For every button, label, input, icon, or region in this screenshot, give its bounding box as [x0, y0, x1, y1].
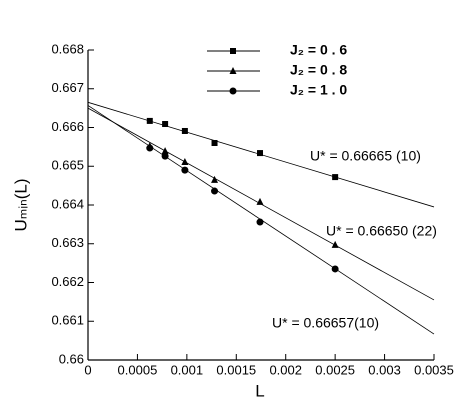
y-tick-label: 0.662	[51, 274, 84, 289]
marker	[331, 265, 339, 273]
marker	[146, 144, 154, 152]
legend-label: J₂ = 0 . 8	[290, 62, 347, 78]
marker	[257, 150, 264, 157]
y-tick-label: 0.667	[51, 80, 84, 95]
annotation: U* = 0.66665 (10)	[310, 148, 421, 164]
x-tick-label: 0.001	[171, 362, 204, 377]
y-tick-label: 0.664	[51, 196, 84, 211]
legend-label: J₂ = 1 . 0	[290, 82, 347, 98]
marker	[161, 147, 169, 155]
marker	[211, 187, 219, 195]
legend-label: J₂ = 0 . 6	[290, 42, 347, 58]
marker	[211, 175, 219, 183]
marker	[146, 117, 153, 124]
annotation: U* = 0.66650 (22)	[326, 223, 437, 239]
marker	[332, 174, 339, 181]
x-tick-label: 0.0015	[216, 362, 256, 377]
x-tick-label: 0.0025	[315, 362, 355, 377]
x-tick-label: 0	[84, 362, 91, 377]
marker	[256, 218, 264, 226]
y-axis-label: Uₘᵢₙ(L)	[11, 178, 30, 231]
y-tick-label: 0.663	[51, 235, 84, 250]
marker	[211, 140, 218, 146]
y-tick-label: 0.66	[59, 351, 84, 366]
y-tick-label: 0.668	[51, 41, 84, 56]
x-tick-label: 0.003	[368, 362, 401, 377]
marker	[161, 152, 169, 160]
marker	[181, 127, 188, 134]
marker	[162, 121, 169, 128]
y-tick-label: 0.665	[51, 158, 84, 173]
x-tick-label: 0.002	[269, 362, 302, 377]
marker	[181, 157, 189, 165]
marker	[229, 67, 237, 74]
marker	[229, 87, 237, 95]
x-axis-label: L	[255, 381, 264, 400]
annotation: U* = 0.66657(10)	[272, 315, 379, 331]
x-tick-label: 0.0005	[118, 362, 158, 377]
marker	[256, 197, 264, 205]
y-tick-label: 0.661	[51, 313, 84, 328]
marker	[181, 166, 189, 174]
y-tick-label: 0.666	[51, 119, 84, 134]
x-tick-label: 0.0035	[414, 362, 454, 377]
marker	[331, 240, 339, 248]
marker	[230, 48, 236, 54]
